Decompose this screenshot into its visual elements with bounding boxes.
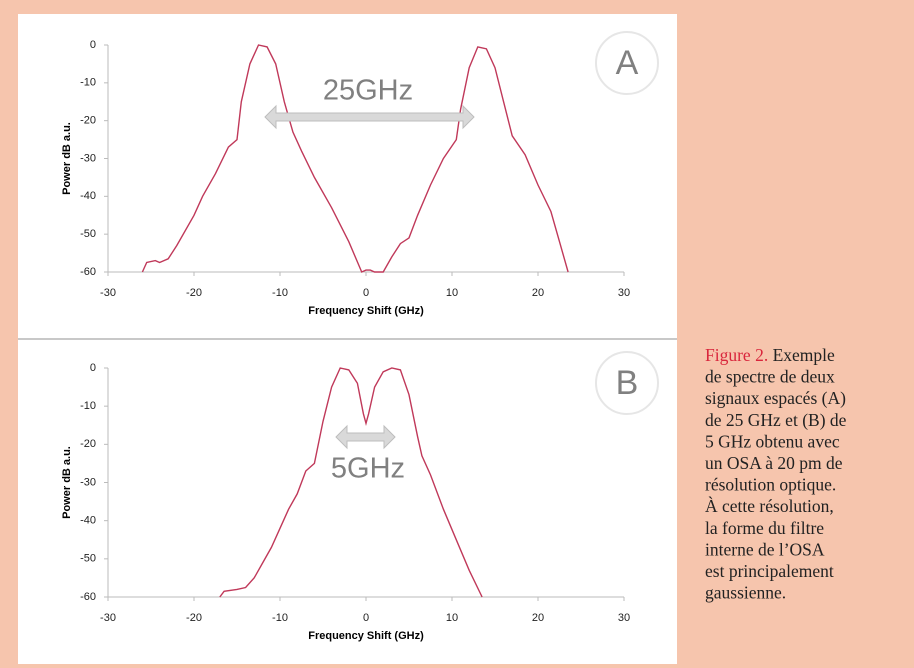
y-tick-label: -30 — [80, 152, 96, 164]
panel-label: B — [616, 364, 639, 402]
data-line — [141, 44, 569, 273]
y-tick-label: -50 — [80, 553, 96, 565]
y-tick-label: 0 — [90, 362, 96, 374]
x-tick-label: -10 — [272, 612, 288, 624]
caption-label: Figure 2. — [705, 345, 768, 365]
y-axis-title: Power dB a.u. — [61, 446, 73, 519]
y-tick-label: -10 — [80, 77, 96, 89]
caption-text: de spectre de deux — [705, 367, 835, 387]
x-tick-label: 10 — [446, 287, 458, 299]
panel-badge — [595, 351, 659, 415]
caption-line: résolution optique. — [705, 475, 836, 495]
caption-line: gaussienne. — [705, 583, 786, 603]
caption-line: 5 GHz obtenu avec — [705, 431, 840, 451]
x-axis-title: Frequency Shift (GHz) — [308, 630, 424, 642]
caption-text: de 25 GHz et (B) de — [705, 410, 847, 430]
data-line — [219, 367, 483, 598]
panel-badge — [595, 31, 659, 95]
caption-text: Exemple — [773, 345, 835, 365]
x-axis-title: Frequency Shift (GHz) — [308, 305, 424, 317]
caption-text: À cette résolution, — [705, 496, 834, 516]
caption-text: la forme du filtre — [705, 518, 824, 538]
y-tick-label: -40 — [80, 515, 96, 527]
caption-text: gaussienne. — [705, 583, 786, 603]
caption-line: de 25 GHz et (B) de — [705, 410, 847, 430]
caption-line: interne de l’OSA — [705, 539, 825, 559]
x-tick-label: 30 — [618, 612, 630, 624]
x-tick-label: 20 — [532, 287, 544, 299]
x-tick-label: 20 — [532, 612, 544, 624]
caption-text: 5 GHz obtenu avec — [705, 431, 840, 451]
y-tick-label: -40 — [80, 190, 96, 202]
y-tick-label: -60 — [80, 266, 96, 278]
caption-line: est principalement — [705, 561, 834, 581]
y-tick-label: -60 — [80, 591, 96, 603]
y-axis-title: Power dB a.u. — [61, 122, 73, 195]
double-arrow — [335, 424, 396, 450]
panel-label: A — [616, 44, 639, 82]
caption-line: la forme du filtre — [705, 518, 824, 538]
y-tick-label: -50 — [80, 228, 96, 240]
y-tick-label: -20 — [80, 438, 96, 450]
y-tick-label: -30 — [80, 476, 96, 488]
caption-text: interne de l’OSA — [705, 539, 825, 559]
caption-text: un OSA à 20 pm de — [705, 453, 843, 473]
y-tick-label: 0 — [90, 39, 96, 51]
x-tick-label: -20 — [186, 612, 202, 624]
x-tick-label: -10 — [272, 287, 288, 299]
caption-line: Figure 2. Exemple — [705, 345, 835, 365]
annotation: 5GHz — [331, 453, 405, 485]
caption-line: un OSA à 20 pm de — [705, 453, 843, 473]
double-arrow — [264, 104, 475, 130]
caption-line: À cette résolution, — [705, 496, 834, 516]
caption-line: de spectre de deux — [705, 367, 835, 387]
x-tick-label: 0 — [363, 612, 369, 624]
annotation: 25GHz — [323, 75, 413, 107]
caption-text: résolution optique. — [705, 475, 836, 495]
x-tick-label: -20 — [186, 287, 202, 299]
y-tick-label: -20 — [80, 115, 96, 127]
caption-text: est principalement — [705, 561, 834, 581]
x-tick-label: -30 — [100, 612, 116, 624]
x-tick-label: 10 — [446, 612, 458, 624]
x-tick-label: -30 — [100, 287, 116, 299]
y-tick-label: -10 — [80, 400, 96, 412]
caption-line: signaux espacés (A) — [705, 388, 846, 408]
caption-text: signaux espacés (A) — [705, 388, 846, 408]
x-tick-label: 30 — [618, 287, 630, 299]
x-tick-label: 0 — [363, 287, 369, 299]
